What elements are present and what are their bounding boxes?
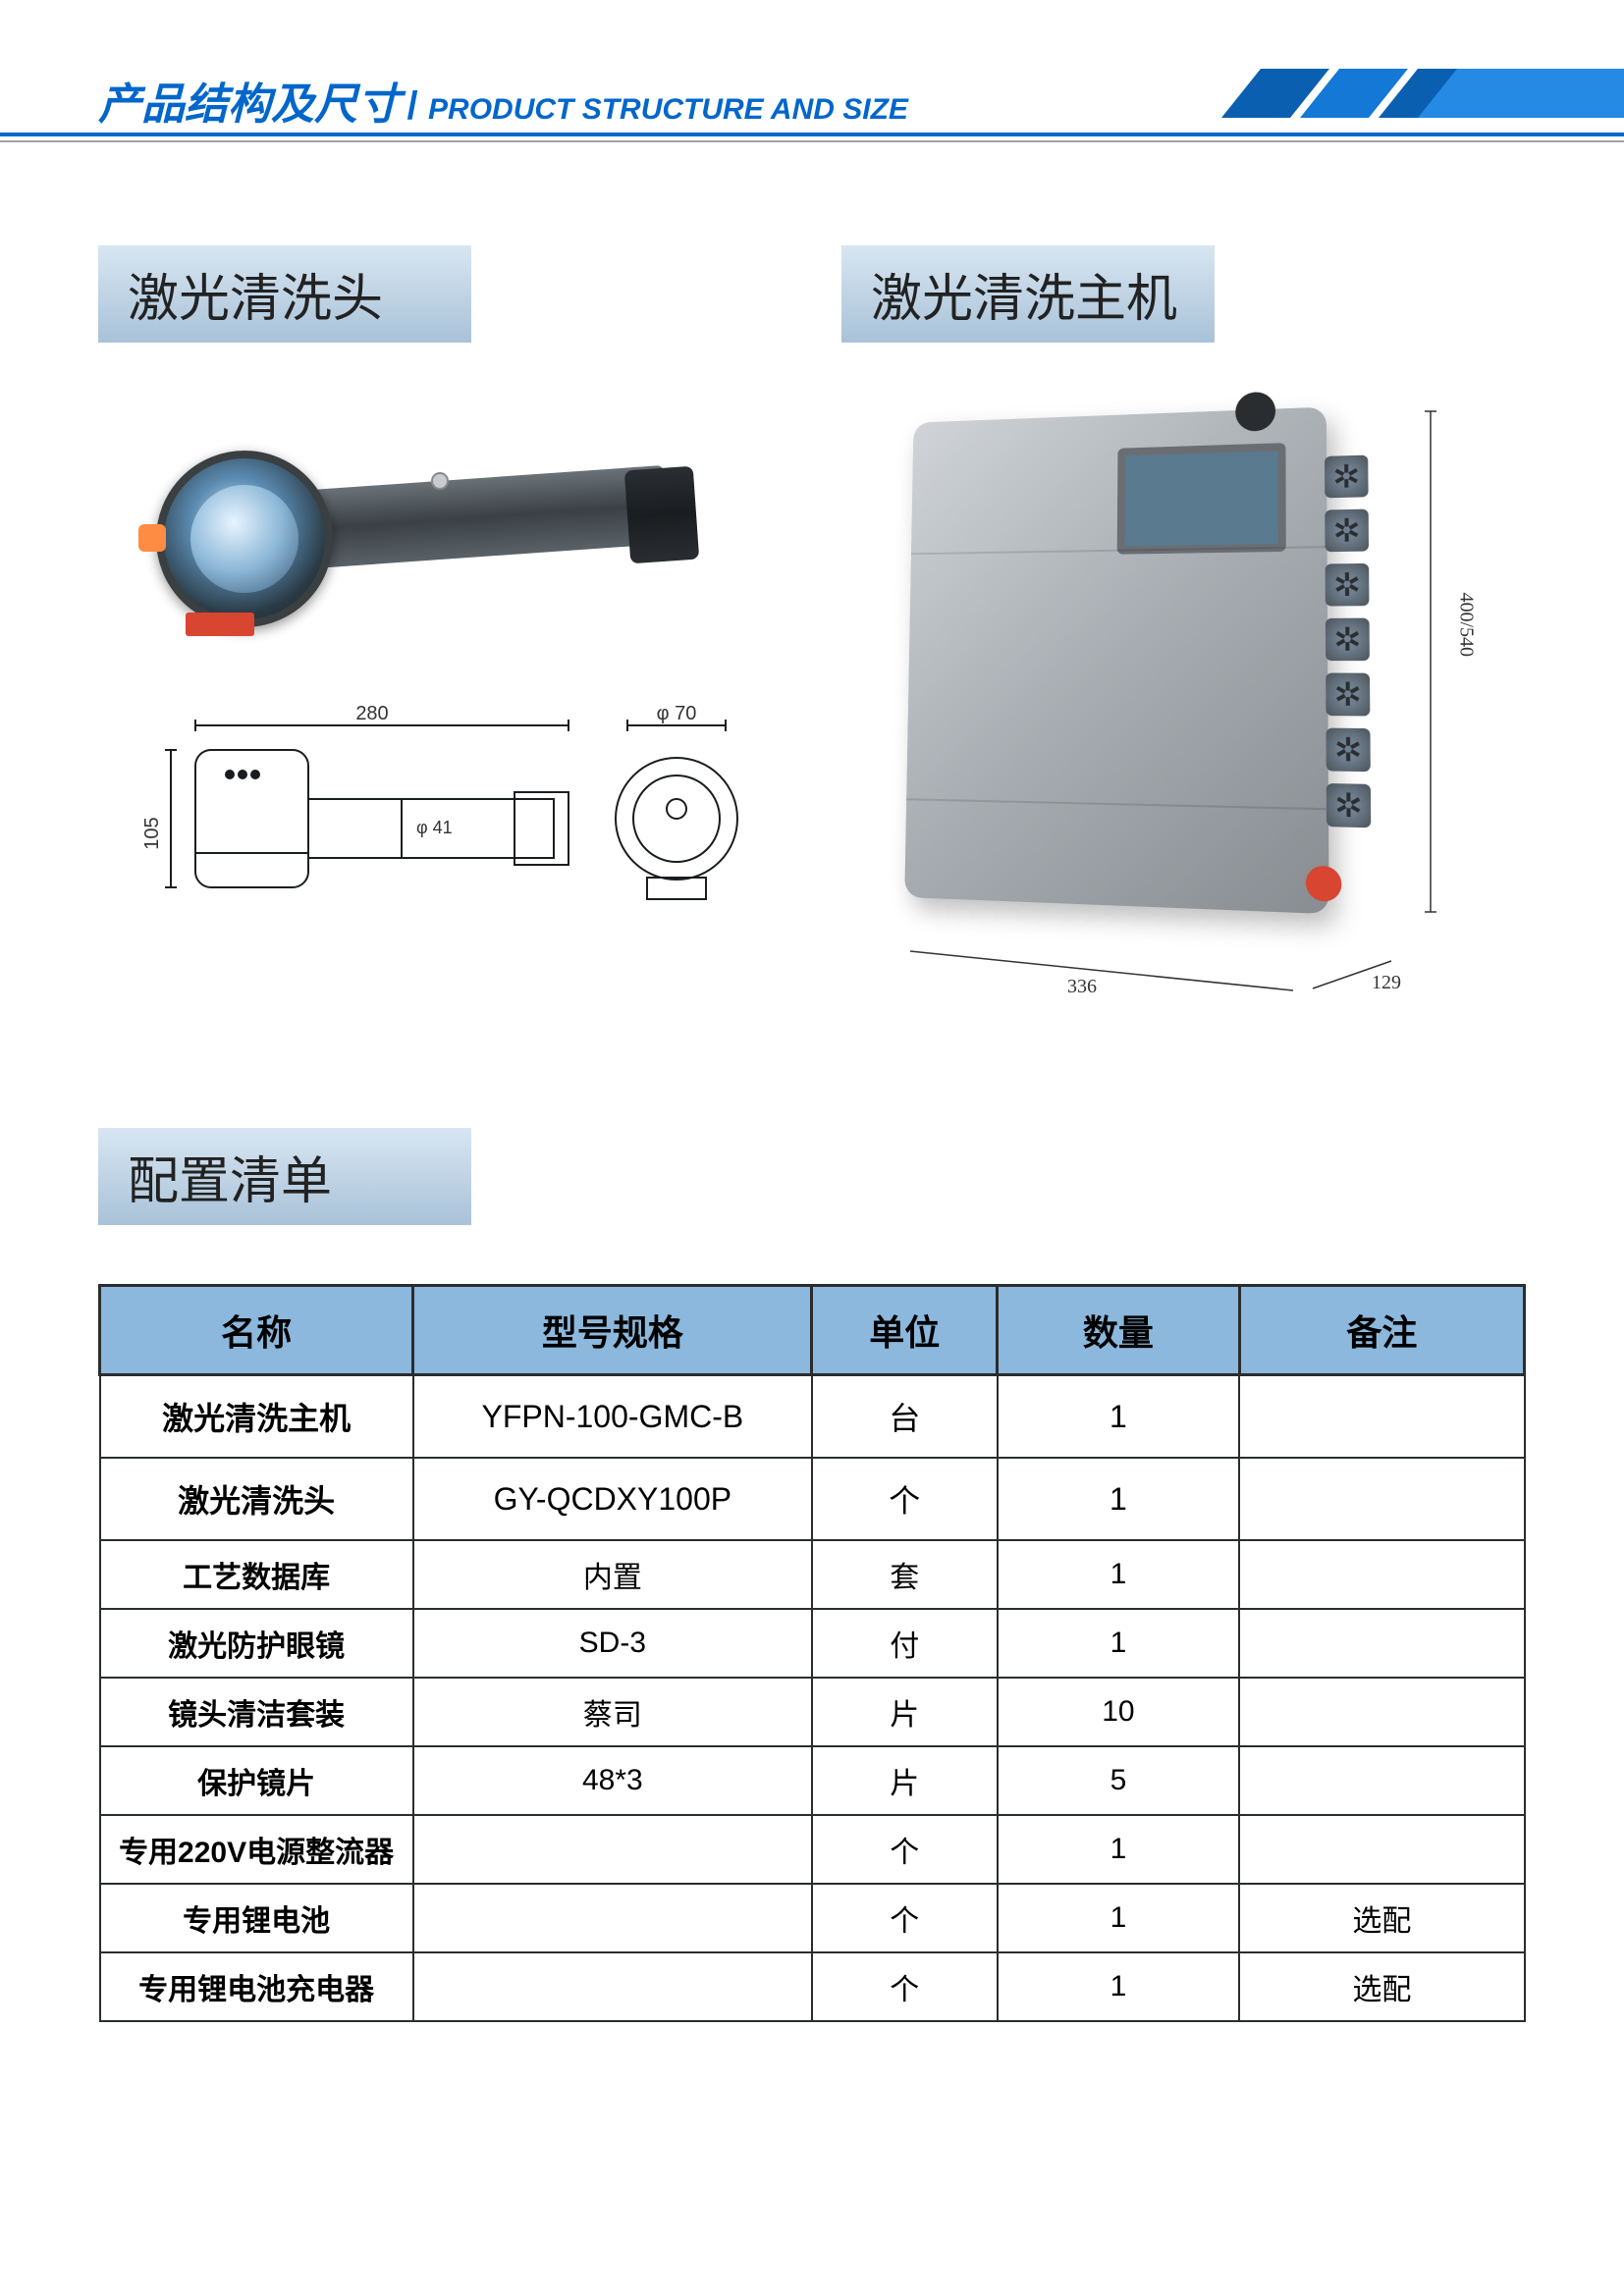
header-separator: / — [406, 84, 417, 128]
table-cell-qty: 5 — [998, 1746, 1240, 1815]
header-rule-primary — [0, 133, 1624, 136]
dim-barrel-diameter: φ 41 — [416, 818, 453, 837]
table-cell-name: 保护镜片 — [100, 1746, 413, 1815]
table-cell-unit: 台 — [812, 1375, 998, 1459]
col-header-name: 名称 — [100, 1286, 413, 1375]
cleaning-head-drawing: 280 — [98, 706, 783, 922]
col-header-model: 型号规格 — [413, 1286, 812, 1375]
table-cell-note — [1239, 1815, 1524, 1884]
dim-machine-height: 400/540 — [1455, 592, 1478, 657]
table-row: 镜头清洁套装蔡司片10 — [100, 1678, 1525, 1746]
header-rule-secondary — [0, 140, 1624, 142]
table-row: 激光清洗主机YFPN-100-GMC-B台1 — [100, 1375, 1525, 1459]
table-cell-note — [1239, 1375, 1524, 1459]
table-cell-qty: 1 — [998, 1815, 1240, 1884]
config-table: 名称 型号规格 单位 数量 备注 激光清洗主机YFPN-100-GMC-B台1激… — [98, 1284, 1526, 2022]
table-cell-qty: 1 — [998, 1375, 1240, 1459]
table-cell-name: 专用锂电池 — [100, 1884, 413, 1952]
table-cell-name: 专用锂电池充电器 — [100, 1952, 413, 2021]
cleaning-head-photo — [98, 401, 783, 676]
column-cleaning-head: 激光清洗头 — [98, 245, 783, 990]
table-row: 保护镜片48*3片5 — [100, 1746, 1525, 1815]
dim-machine-width: 336 — [1067, 976, 1097, 998]
table-cell-note — [1239, 1609, 1524, 1678]
header-decoration — [1212, 69, 1624, 118]
table-cell-unit: 个 — [812, 1952, 998, 2021]
table-cell-name: 镜头清洁套装 — [100, 1678, 413, 1746]
table-cell-name: 工艺数据库 — [100, 1540, 413, 1609]
table-cell-model — [413, 1884, 812, 1952]
table-cell-qty: 1 — [998, 1884, 1240, 1952]
table-cell-unit: 个 — [812, 1458, 998, 1540]
label-cleaning-head: 激光清洗头 — [98, 245, 471, 343]
table-cell-unit: 套 — [812, 1540, 998, 1609]
table-cell-model: 蔡司 — [413, 1678, 812, 1746]
table-cell-unit: 个 — [812, 1815, 998, 1884]
table-row: 专用锂电池 个1选配 — [100, 1884, 1525, 1952]
content-area: 激光清洗头 — [0, 137, 1624, 2022]
table-cell-model: 48*3 — [413, 1746, 812, 1815]
table-cell-model: YFPN-100-GMC-B — [413, 1375, 812, 1459]
table-cell-note: 选配 — [1239, 1884, 1524, 1952]
table-cell-unit: 片 — [812, 1746, 998, 1815]
table-header-row: 名称 型号规格 单位 数量 备注 — [100, 1286, 1525, 1375]
page-header: 产品结构及尺寸 / PRODUCT STRUCTURE AND SIZE — [0, 0, 1624, 137]
table-cell-qty: 1 — [998, 1540, 1240, 1609]
table-cell-note — [1239, 1746, 1524, 1815]
table-cell-unit: 付 — [812, 1609, 998, 1678]
product-columns: 激光清洗头 — [98, 245, 1526, 990]
table-cell-model: GY-QCDXY100P — [413, 1458, 812, 1540]
table-row: 工艺数据库内置套1 — [100, 1540, 1525, 1609]
table-row: 激光清洗头GY-QCDXY100P个1 — [100, 1458, 1525, 1540]
table-cell-note: 选配 — [1239, 1952, 1524, 2021]
label-config-list: 配置清单 — [98, 1128, 471, 1225]
table-cell-note — [1239, 1540, 1524, 1609]
machine-screen — [1117, 443, 1286, 555]
dim-head-height: 105 — [141, 817, 163, 849]
table-cell-model — [413, 1815, 812, 1884]
config-section: 配置清单 名称 型号规格 单位 数量 备注 激光清洗主机YFPN-100-GMC… — [98, 1128, 1526, 2022]
table-cell-note — [1239, 1678, 1524, 1746]
table-cell-unit: 片 — [812, 1678, 998, 1746]
column-main-unit: 激光清洗主机 — [841, 245, 1526, 990]
table-cell-note — [1239, 1458, 1524, 1540]
table-cell-name: 专用220V电源整流器 — [100, 1815, 413, 1884]
table-row: 激光防护眼镜SD-3付1 — [100, 1609, 1525, 1678]
table-cell-qty: 10 — [998, 1678, 1240, 1746]
table-cell-qty: 1 — [998, 1458, 1240, 1540]
table-cell-name: 激光防护眼镜 — [100, 1609, 413, 1678]
table-cell-unit: 个 — [812, 1884, 998, 1952]
table-cell-model — [413, 1952, 812, 2021]
main-unit-photo: 400/540 336 129 — [841, 382, 1470, 990]
table-cell-qty: 1 — [998, 1609, 1240, 1678]
table-cell-model: 内置 — [413, 1540, 812, 1609]
table-row: 专用锂电池充电器 个1选配 — [100, 1952, 1525, 2021]
table-cell-name: 激光清洗头 — [100, 1458, 413, 1540]
header-title-chinese: 产品结构及尺寸 — [98, 80, 401, 129]
label-main-unit: 激光清洗主机 — [841, 245, 1215, 343]
col-header-note: 备注 — [1239, 1286, 1524, 1375]
table-cell-model: SD-3 — [413, 1609, 812, 1678]
col-header-unit: 单位 — [812, 1286, 998, 1375]
table-cell-qty: 1 — [998, 1952, 1240, 2021]
table-row: 专用220V电源整流器 个1 — [100, 1815, 1525, 1884]
dim-end-diameter: φ 70 — [656, 706, 696, 724]
dim-head-length: 280 — [355, 706, 388, 724]
col-header-qty: 数量 — [998, 1286, 1240, 1375]
dim-machine-depth: 129 — [1372, 972, 1401, 994]
header-title-english: PRODUCT STRUCTURE AND SIZE — [428, 93, 908, 126]
table-cell-name: 激光清洗主机 — [100, 1375, 413, 1459]
